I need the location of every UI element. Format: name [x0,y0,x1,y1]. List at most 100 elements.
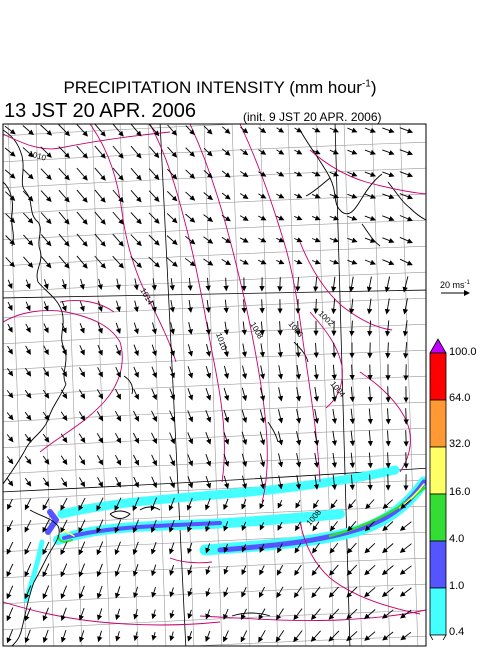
wind-vector [294,193,303,199]
wind-vector [276,564,284,576]
wind-vector [97,455,104,466]
wind-vector [42,585,50,600]
wind-vector [25,345,31,355]
coastline [123,375,133,395]
wind-vector [313,298,319,314]
wind-vector [42,607,49,622]
wind-vector [295,409,302,424]
wind-vector [241,299,247,314]
wind-vector [187,299,193,313]
wind-vector [241,587,247,598]
wind-vector [295,475,302,490]
wind-vector [331,408,338,424]
wind-vector [203,147,213,157]
wind-vector [221,214,231,222]
wind-vector [167,168,178,180]
wind-vector [58,146,70,159]
wind-vector [7,345,13,355]
wind-vector [276,237,285,243]
wind-vector [42,629,49,643]
wind-vector [349,430,356,447]
parallel [3,427,426,449]
wind-vector [239,237,249,243]
wind-vector [346,608,358,620]
wind-vector [221,259,232,266]
wind-vector [384,320,391,337]
wind-scale: 20 ms-1 [440,280,472,296]
colorbar [429,338,447,640]
wind-vector [132,519,139,534]
wind-vector [329,127,339,133]
wind-vector [97,608,103,621]
wind-vector [347,499,356,510]
wind-vector [382,521,394,532]
wind-vector [295,521,301,532]
wind-vector [402,276,409,293]
wind-vector [259,321,265,336]
isobar-labels: 1010 1014 1010 1008 1006 1004 1002 1008 [27,149,347,527]
wind-vector [295,365,302,380]
wind-vector [311,586,321,599]
wind-vector [311,564,321,576]
wind-vector [130,124,142,137]
wind-vector [187,344,194,357]
wind-vector [258,608,266,621]
colorbar-label: 4.0 [449,533,465,545]
wind-vector [399,171,414,178]
wind-vector [78,411,86,422]
wind-vector [61,279,67,290]
wind-vector [364,171,377,177]
wind-vector [294,543,302,554]
wind-vector [295,431,302,446]
wind-vector [58,189,70,203]
colorbar-segment [429,399,447,448]
wind-vector [403,408,409,425]
wind-vector [6,541,14,555]
wind-vector [24,519,32,533]
wind-vector [259,343,265,358]
colorbar-segment [429,352,447,401]
wind-vector [330,276,337,293]
wind-vector [313,342,319,358]
valid-time: 13 JST 20 APR. 2006 [4,100,196,122]
wind-vector [78,563,86,578]
wind-vector [166,213,178,224]
map-frame [2,123,427,647]
wind-vector [205,321,211,335]
wind-vector [349,386,355,403]
wind-vector [241,431,248,446]
isobar [299,241,393,331]
wind-vector [239,215,249,221]
wind-vector [400,499,412,509]
wind-vector [151,366,157,379]
wind-vector [168,497,175,512]
wind-vector [313,408,320,424]
wind-vector [331,452,338,468]
wind-vector [94,145,106,159]
wind-vector [130,234,142,247]
wind-vector [78,519,86,534]
wind-vector [114,519,122,534]
wind-vector [222,126,231,134]
wind-vector [79,630,85,643]
wind-vector [241,544,247,553]
title-text: PRECIPITATION INTENSITY (mm hour [63,78,362,97]
parallel [3,245,426,267]
wind-vector [313,276,319,292]
wind-vector [187,432,194,445]
wind-vector [399,215,413,222]
wind-vector [223,565,229,575]
wind-vector [40,234,52,247]
wind-vector [133,586,139,599]
wind-vector [223,543,229,553]
wind-vector [203,125,213,135]
wind-vector [311,215,321,221]
wind-vector [347,149,358,155]
wind-vector [133,366,139,378]
wind-vector [130,256,142,269]
wind-vector [6,412,14,421]
wind-vector [223,365,230,379]
wind-vector [312,171,321,177]
wind-vector [42,389,50,399]
isobar-label: 1014 [138,287,155,307]
